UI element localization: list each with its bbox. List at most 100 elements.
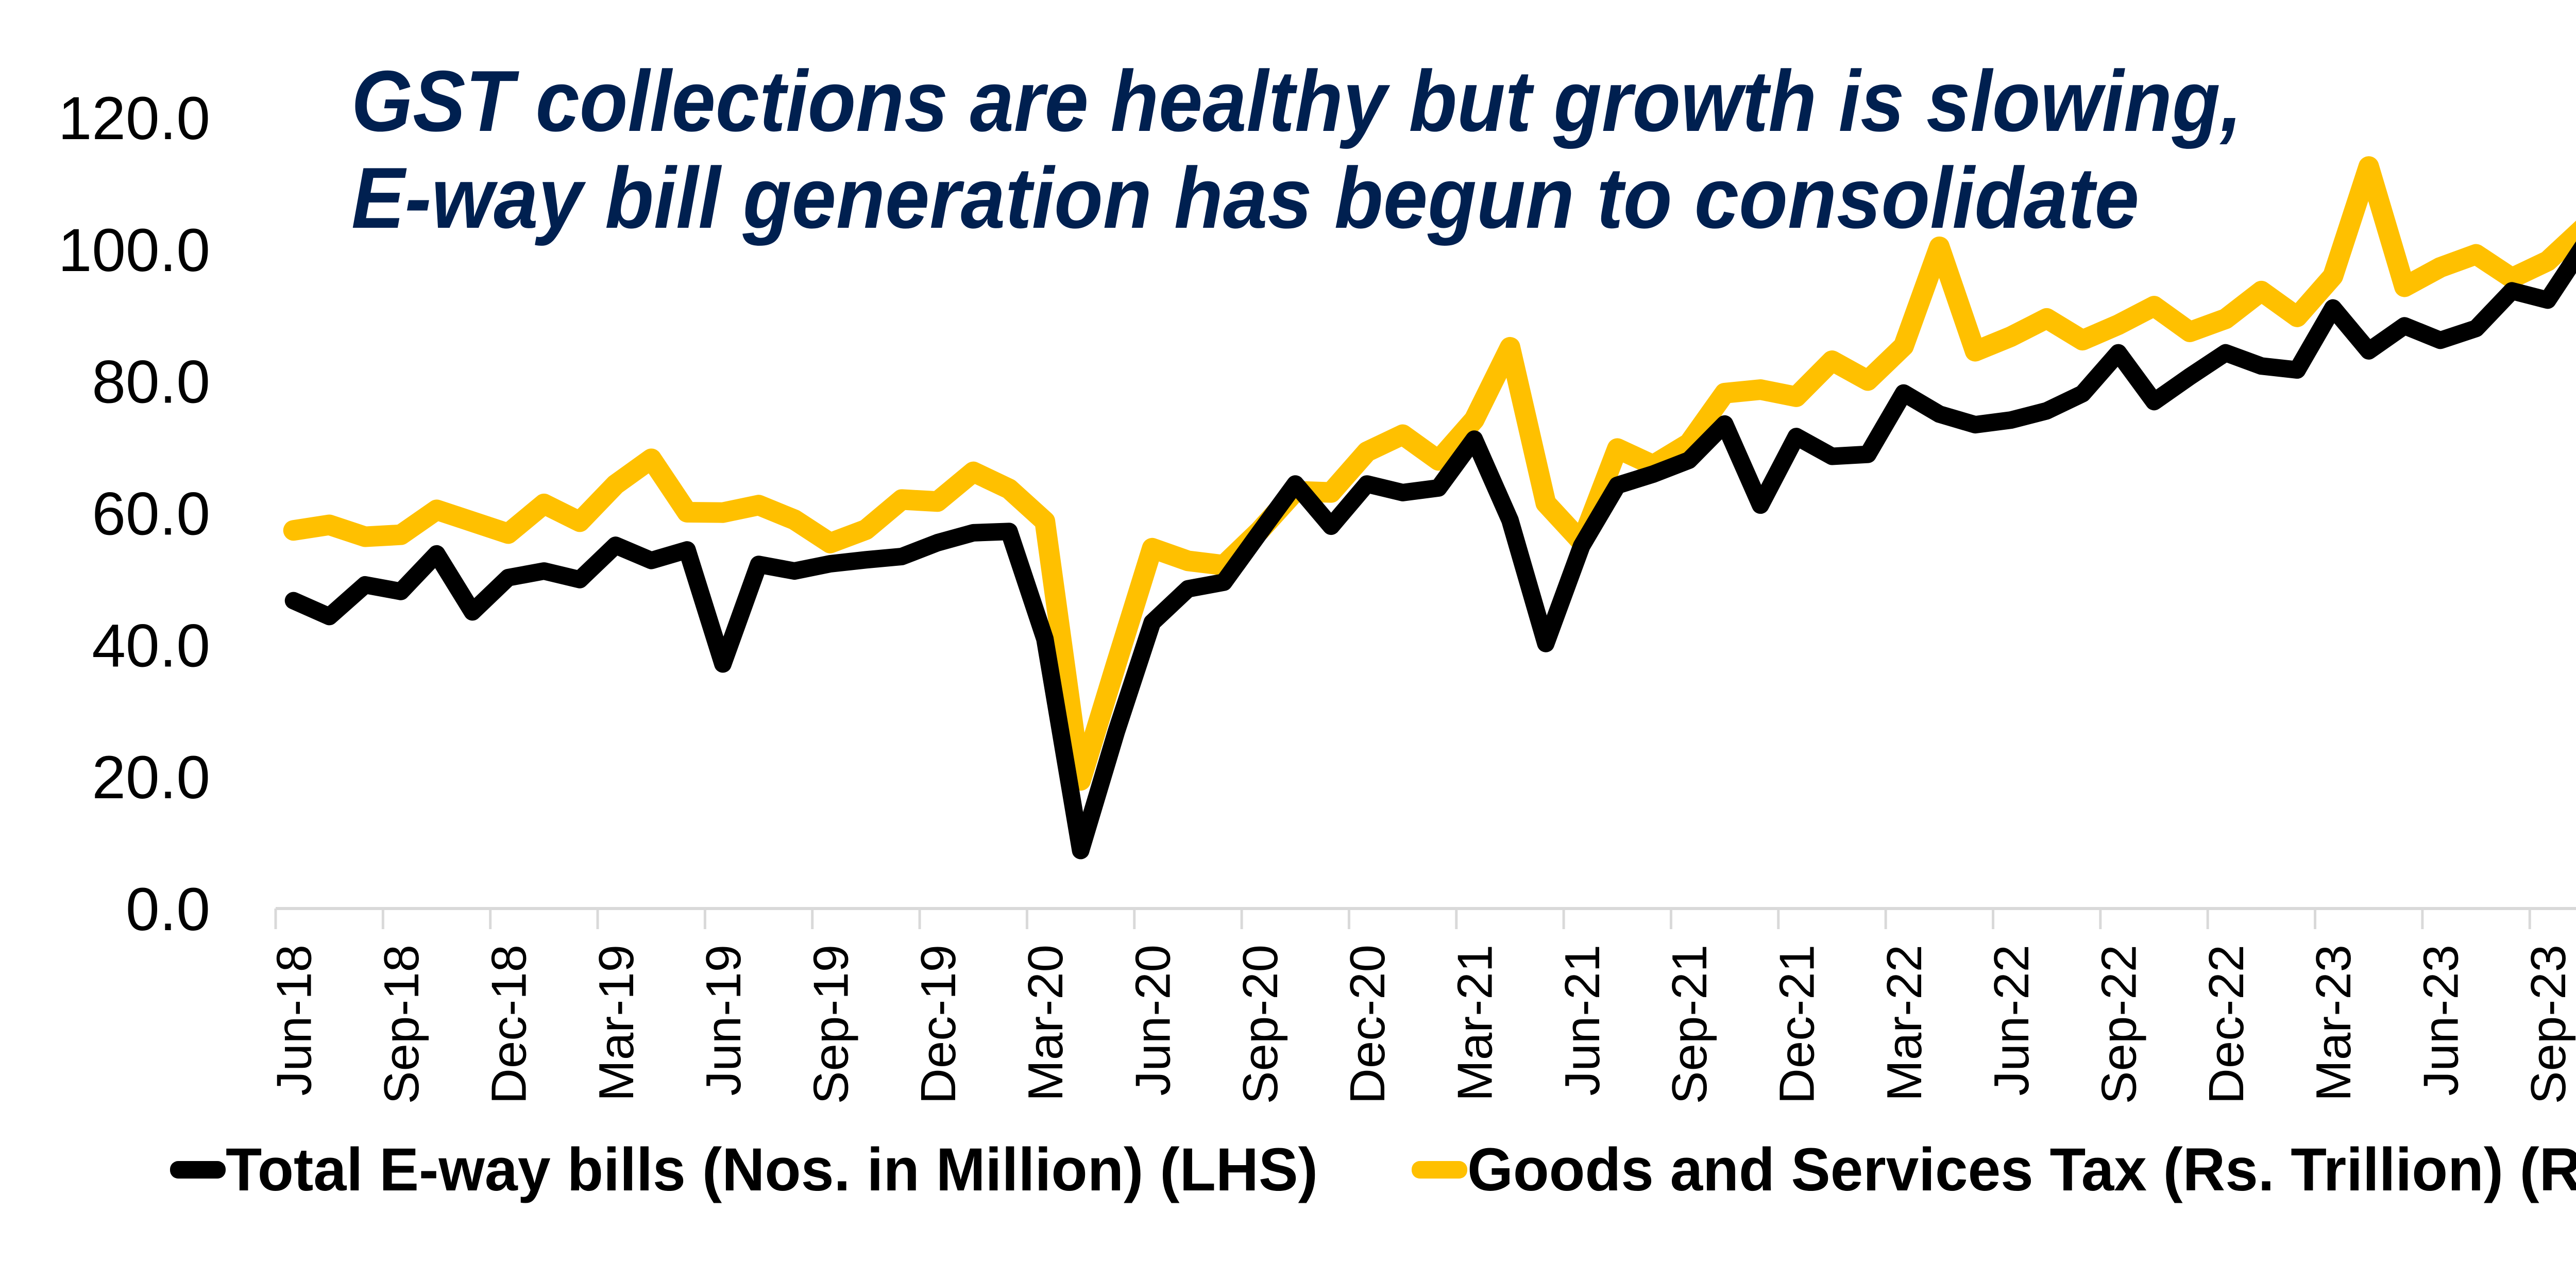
data-point-eway-bills xyxy=(1223,582,1224,583)
y-left-tick-label: 20.0 xyxy=(92,744,210,812)
x-tick-label: Jun-21 xyxy=(1555,945,1610,1096)
data-point-eway-bills xyxy=(1295,483,1296,484)
data-point-gst xyxy=(1438,460,1439,461)
data-point-eway-bills xyxy=(2261,365,2262,366)
data-point-eway-bills xyxy=(2547,299,2548,300)
data-point-eway-bills xyxy=(866,559,867,560)
data-point-gst xyxy=(1223,565,1224,566)
data-point-eway-bills xyxy=(1867,454,1868,455)
data-point-gst xyxy=(829,543,831,544)
x-tick-label: Sep-18 xyxy=(374,945,429,1104)
data-point-gst xyxy=(293,530,294,531)
data-point-eway-bills xyxy=(2118,352,2119,354)
data-point-gst xyxy=(1116,663,1117,664)
data-point-eway-bills xyxy=(1545,643,1546,644)
data-point-gst xyxy=(1545,502,1546,503)
data-point-gst xyxy=(2225,318,2226,320)
data-point-eway-bills xyxy=(1402,492,1403,493)
data-point-gst xyxy=(2511,278,2512,279)
data-point-gst xyxy=(2547,261,2548,262)
data-point-eway-bills xyxy=(1975,424,1976,425)
data-point-gst xyxy=(544,503,545,505)
axes xyxy=(274,907,2576,929)
legend-label-gst: Goods and Services Tax (Rs. Trillion) (R… xyxy=(1467,1136,2576,1204)
data-point-eway-bills xyxy=(436,553,437,554)
data-point-eway-bills xyxy=(1151,622,1153,623)
y-left-tick-label: 60.0 xyxy=(92,480,210,548)
data-point-eway-bills xyxy=(2010,419,2011,421)
data-point-eway-bills xyxy=(722,663,723,664)
data-point-gst xyxy=(2368,166,2369,167)
y-left-tick-label: 40.0 xyxy=(92,612,210,680)
data-point-gst xyxy=(1188,560,1189,561)
data-point-gst xyxy=(2118,324,2119,325)
data-point-eway-bills xyxy=(579,579,580,580)
data-point-eway-bills xyxy=(472,611,473,612)
x-tick-label: Mar-23 xyxy=(2306,945,2361,1101)
x-tick-label: Dec-20 xyxy=(1340,945,1395,1104)
series-line-eway-bills xyxy=(284,241,2576,860)
x-tick-label: Sep-23 xyxy=(2521,945,2576,1104)
data-point-gst xyxy=(472,521,473,522)
data-point-gst xyxy=(794,519,795,520)
data-point-eway-bills xyxy=(2476,328,2477,329)
data-point-eway-bills xyxy=(2440,340,2441,341)
data-point-gst xyxy=(2010,336,2011,337)
data-point-gst xyxy=(1832,360,1833,361)
data-point-eway-bills xyxy=(973,532,974,533)
data-point-gst xyxy=(1080,780,1081,781)
data-point-eway-bills xyxy=(293,600,294,601)
x-tick-label: Jun-23 xyxy=(2414,945,2469,1096)
data-point-eway-bills xyxy=(1080,850,1081,851)
data-point-eway-bills xyxy=(1688,460,1689,461)
data-point-gst xyxy=(1617,448,1618,449)
data-point-gst xyxy=(1688,443,1689,444)
y-left-tick-label: 80.0 xyxy=(92,348,210,416)
y-left-tick-label: 0.0 xyxy=(126,876,210,944)
data-point-gst xyxy=(1760,389,1761,390)
data-point-gst xyxy=(2261,291,2262,292)
data-point-gst xyxy=(400,534,401,535)
data-point-eway-bills xyxy=(687,549,688,550)
x-tick-label: Mar-21 xyxy=(1448,945,1503,1101)
x-tick-label: Jun-19 xyxy=(696,945,751,1096)
data-point-eway-bills xyxy=(2046,410,2047,411)
data-point-eway-bills xyxy=(1653,474,1654,475)
data-point-gst xyxy=(615,484,616,485)
data-point-gst xyxy=(2046,318,2047,319)
series-line-gst xyxy=(283,156,2576,791)
data-point-eway-bills xyxy=(2368,350,2369,351)
data-point-gst xyxy=(1939,246,1940,247)
data-point-gst xyxy=(2297,316,2298,317)
data-point-gst xyxy=(2082,340,2083,341)
data-point-eway-bills xyxy=(1510,520,1511,521)
data-point-eway-bills xyxy=(1617,485,1618,486)
data-point-eway-bills xyxy=(1366,483,1367,484)
data-point-gst xyxy=(973,472,974,473)
data-point-eway-bills xyxy=(1760,505,1761,506)
data-point-eway-bills xyxy=(1116,731,1117,732)
data-point-gst xyxy=(507,533,509,534)
data-point-gst xyxy=(687,512,688,513)
data-point-gst xyxy=(758,505,759,506)
data-point-eway-bills xyxy=(1009,531,1010,532)
data-point-eway-bills xyxy=(2225,352,2226,354)
axis-labels: Jun-18 Sep-18 Dec-18 Mar-19 Jun-19 Sep-19 Dec-… xyxy=(58,85,2576,1104)
x-tick-label: Dec-21 xyxy=(1770,945,1825,1104)
data-point-eway-bills xyxy=(829,563,831,564)
x-tick-label: Mar-20 xyxy=(1018,945,1073,1101)
data-point-eway-bills xyxy=(1044,638,1045,640)
data-point-eway-bills xyxy=(2511,290,2512,291)
data-point-gst xyxy=(901,499,902,500)
data-point-eway-bills xyxy=(2332,308,2333,309)
data-point-eway-bills xyxy=(1188,589,1189,590)
x-tick-label: Jun-18 xyxy=(267,945,322,1096)
data-point-eway-bills xyxy=(1581,545,1582,546)
data-point-gst xyxy=(2332,276,2333,277)
legend-swatch-gst xyxy=(1412,1161,1467,1179)
data-point-eway-bills xyxy=(2154,401,2155,402)
data-point-gst xyxy=(436,509,437,510)
x-tick-label: Jun-22 xyxy=(1984,945,2039,1096)
x-tick-label: Jun-20 xyxy=(1125,945,1180,1096)
